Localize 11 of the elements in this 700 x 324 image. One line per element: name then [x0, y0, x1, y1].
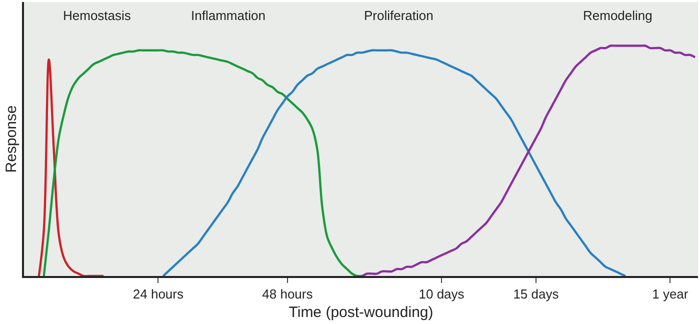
x-axis-title: Time (post-wounding): [288, 304, 434, 321]
text: Hemostasis: [63, 8, 132, 23]
x-tick-label: 1 year: [652, 286, 689, 302]
x-tick-label: 15 days: [513, 286, 560, 302]
x-tick-label: 48 hours: [262, 286, 314, 302]
y-axis-title: Response: [3, 105, 20, 173]
text: Inflammation: [191, 8, 266, 23]
x-tick-label: 24 hours: [132, 286, 184, 302]
text: Remodeling: [583, 8, 652, 23]
text: Proliferation: [364, 8, 434, 23]
x-tick-label: 10 days: [418, 286, 465, 302]
